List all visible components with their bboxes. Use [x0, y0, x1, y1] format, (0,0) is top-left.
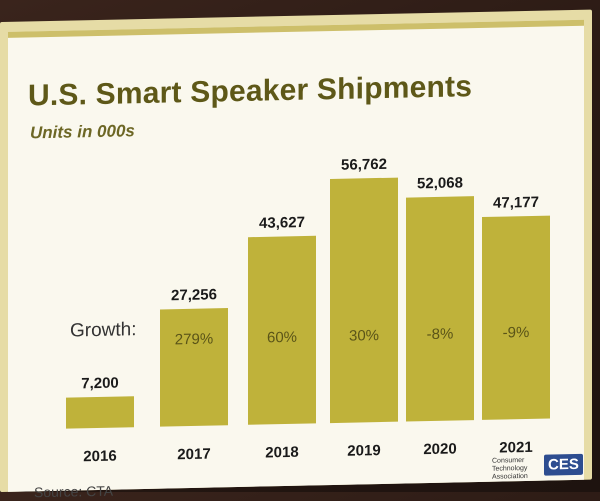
value-label-2019: 56,762 [341, 156, 387, 174]
value-label-2020: 52,068 [417, 174, 463, 192]
value-label-2021: 47,177 [493, 194, 539, 212]
source-note: Source: CTA [34, 482, 114, 501]
growth-label-2018: 60% [267, 329, 297, 347]
category-label-2020: 2020 [423, 440, 456, 458]
bar-2021 [482, 215, 550, 420]
value-label-2018: 43,627 [259, 214, 305, 232]
category-label-2017: 2017 [177, 446, 210, 464]
bar-2018 [248, 235, 316, 425]
slide: U.S. Smart Speaker Shipments Units in 00… [8, 19, 584, 500]
growth-label-2021: -9% [503, 324, 530, 342]
cta-ces-logo: Consumer Technology Association CES [486, 450, 583, 488]
bar-2016 [66, 396, 134, 429]
category-label-2016: 2016 [83, 448, 116, 466]
bar-2019 [330, 177, 398, 424]
value-label-2017: 27,256 [171, 286, 217, 304]
bar-chart: 7,200 2016 27,256 279% 2017 43,627 60% 2018 56,7… [66, 156, 550, 466]
bar-2020 [406, 196, 474, 422]
growth-label-2020: -8% [427, 326, 454, 344]
growth-label-2019: 30% [349, 327, 379, 345]
growth-label-2017: 279% [175, 331, 213, 349]
bar-2017 [160, 308, 228, 427]
category-label-2021: 2021 [499, 439, 532, 457]
logo-text: Consumer Technology Association [492, 457, 528, 481]
projection-screen: U.S. Smart Speaker Shipments Units in 00… [0, 9, 592, 500]
value-label-2016: 7,200 [81, 375, 119, 393]
category-label-2018: 2018 [265, 444, 298, 462]
category-label-2019: 2019 [347, 442, 380, 460]
ces-badge: CES [544, 453, 583, 476]
